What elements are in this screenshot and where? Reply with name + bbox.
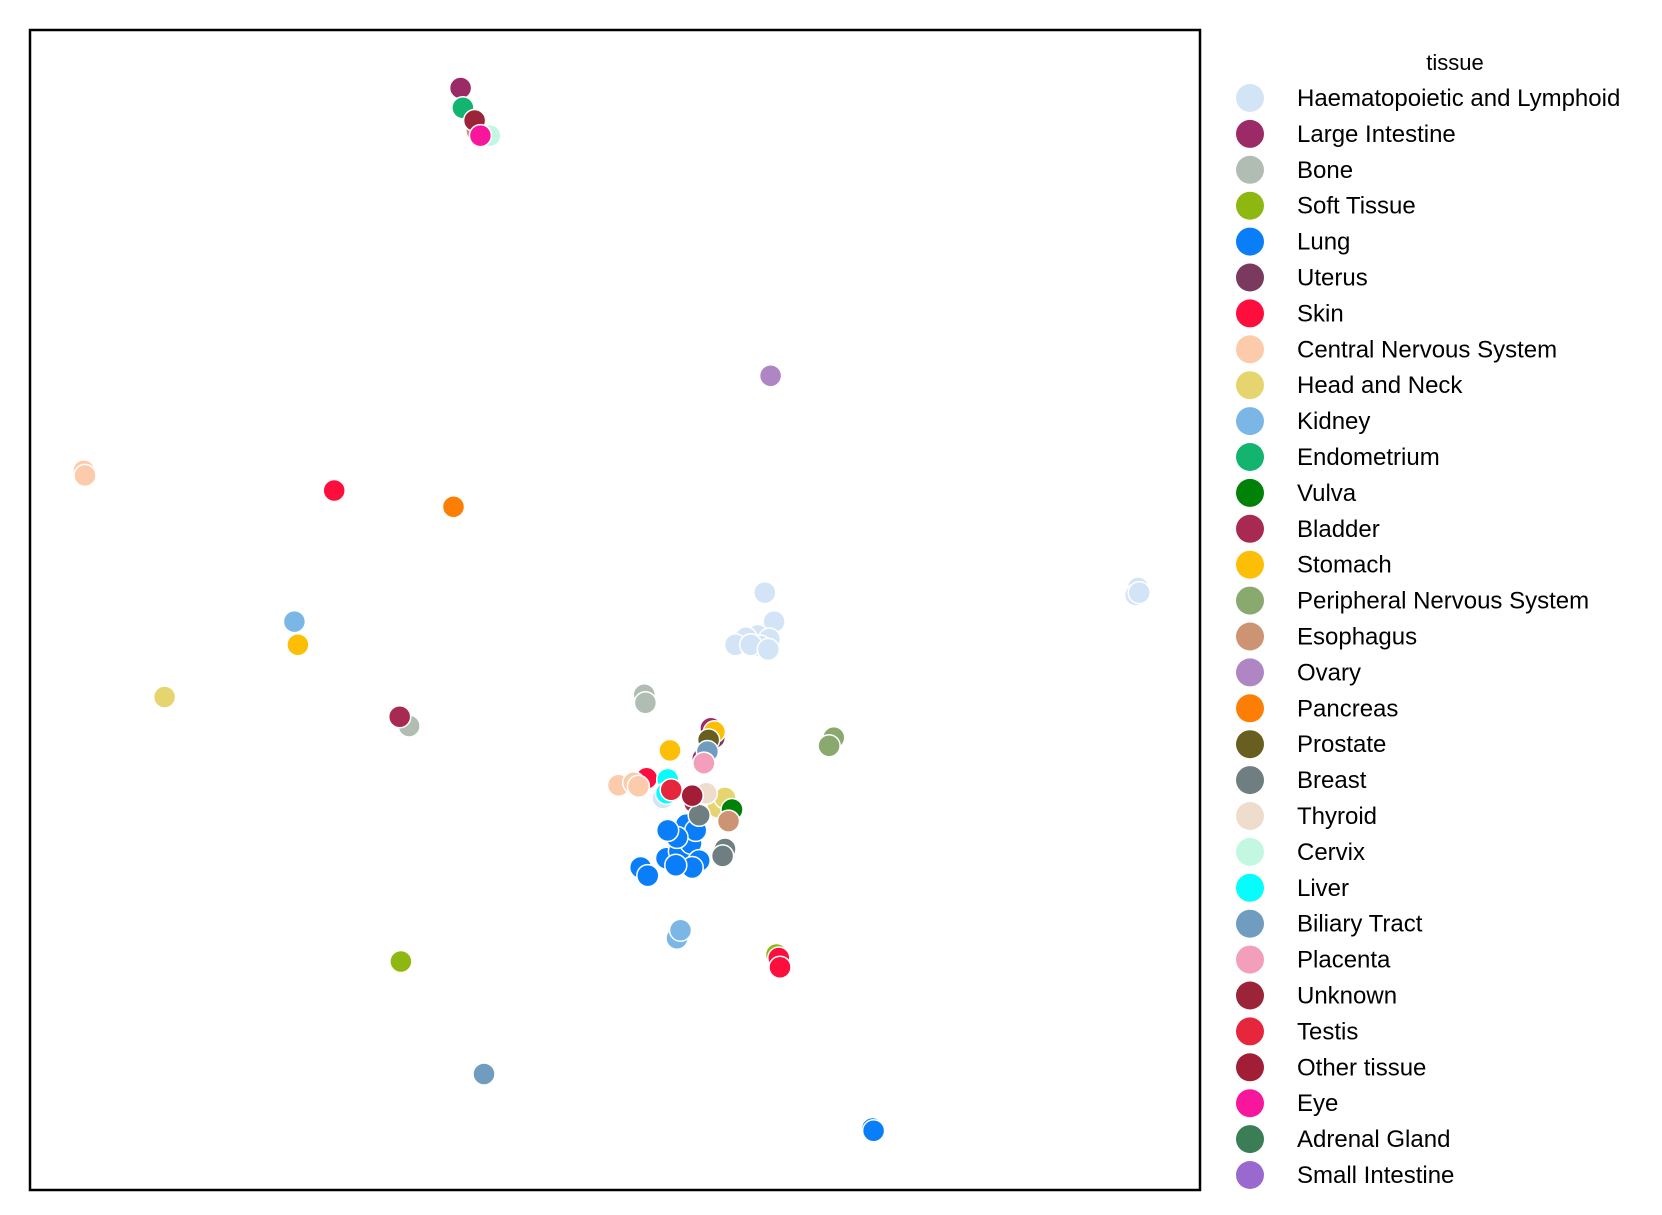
legend-marker [1236,694,1264,723]
legend-marker [1236,622,1264,651]
legend-label: Skin [1297,300,1344,327]
legend-marker [1236,155,1264,184]
scatter-point [73,463,97,488]
legend-marker [1236,263,1264,292]
plot-frame [28,28,1202,1192]
scatter-point [753,580,777,605]
legend-marker [1236,550,1264,579]
legend-label: Peripheral Nervous System [1297,588,1589,615]
legend-marker [1236,658,1264,687]
legend-label: Soft Tissue [1297,193,1416,220]
legend-label: Ovary [1297,659,1361,686]
legend-label: Testis [1297,1018,1358,1045]
legend-marker [1236,371,1264,400]
scatter-point [768,955,792,980]
legend-label: Vulva [1297,480,1357,507]
legend-marker [1236,478,1264,507]
legend-marker [1236,84,1264,112]
legend-label: Thyroid [1297,803,1377,830]
scatter-point [664,853,688,877]
legend-marker [1236,981,1264,1010]
legend-label: Head and Neck [1297,372,1463,399]
legend-label: Adrenal Gland [1297,1126,1450,1153]
legend-title: tissue [1426,50,1483,75]
scatter-point [655,818,680,843]
legend-label: Placenta [1297,947,1391,974]
legend-label: Kidney [1297,408,1370,435]
legend-marker [1236,514,1264,543]
legend-marker [1236,443,1264,471]
scatter-point [626,774,651,799]
legend-label: Small Intestine [1297,1162,1454,1189]
scatter-point [472,1062,496,1086]
legend-label: Uterus [1297,265,1368,292]
legend-label: Stomach [1297,552,1392,579]
scatter-point [322,478,346,503]
legend-marker [1236,837,1264,866]
legend-marker [1236,1125,1264,1154]
scatter-point [756,637,781,662]
legend-label: Pancreas [1297,695,1398,722]
legend-marker [1236,1161,1264,1189]
legend-marker [1236,1089,1264,1118]
legend-marker [1236,909,1264,938]
scatter-point [282,609,307,634]
scatter-point [448,76,473,100]
legend-label: Central Nervous System [1297,336,1557,363]
legend-label: Large Intestine [1297,121,1456,148]
scatter-point [659,778,683,802]
legend-label: Prostate [1297,731,1386,758]
legend-marker [1236,299,1264,328]
legend-marker [1236,1017,1264,1046]
scatter-point [636,863,660,888]
scatter-point [152,685,177,709]
scatter-point [716,809,741,833]
legend-marker [1236,1053,1264,1082]
scatter-point [680,783,704,808]
legend-label: Bone [1297,157,1353,184]
scatter-point [758,363,783,388]
scatter-point [687,803,711,828]
legend-marker [1236,227,1264,256]
legend-marker [1236,586,1264,615]
legend-marker [1236,873,1264,902]
legend-marker [1236,802,1264,830]
legend-label: Unknown [1297,983,1397,1010]
legend-label: Liver [1297,875,1349,902]
legend-marker [1236,335,1264,364]
legend-label: Lung [1297,229,1350,256]
legend-label: Biliary Tract [1297,911,1423,938]
legend-label: Other tissue [1297,1054,1426,1081]
scatter-point [1127,580,1151,605]
legend-label: Breast [1297,767,1367,794]
legend-marker [1236,191,1264,220]
legend-marker [1236,945,1264,974]
points-layer [72,76,1151,1143]
legend-label: Haematopoietic and Lymphoid [1297,85,1620,112]
scatter-point [692,751,716,775]
scatter-point [441,495,466,519]
scatter-point [286,633,310,657]
scatter-point [633,691,658,715]
legend-marker [1236,119,1264,148]
scatter-point [468,123,493,148]
scatter-point [710,844,735,868]
legend-label: Cervix [1297,839,1365,866]
scatter-point [387,704,412,729]
legend-label: Bladder [1297,516,1380,543]
legend-label: Esophagus [1297,624,1417,651]
legend-marker [1236,407,1264,436]
scatter-point [668,918,693,942]
legend-marker [1236,766,1264,795]
legend-label: Eye [1297,1090,1338,1117]
scatter-point [658,738,682,763]
legend-label: Endometrium [1297,444,1440,471]
scatter-point [817,733,841,758]
scatter-point [389,949,413,974]
legend: tissue Haematopoietic and Lymphoid Large … [1236,50,1620,1189]
scatter-point [861,1119,886,1143]
legend-marker [1236,730,1264,759]
